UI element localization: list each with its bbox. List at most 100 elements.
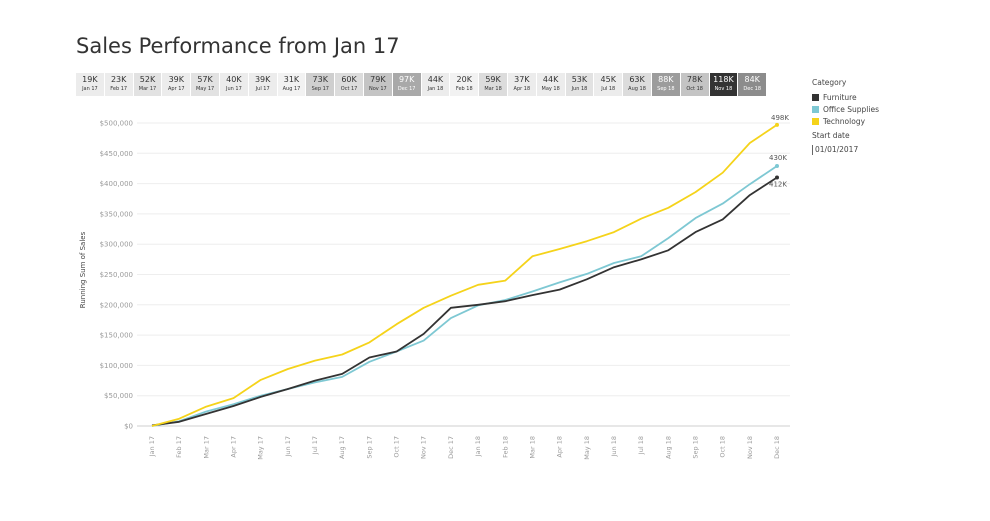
month-cell[interactable]: 97K Dec 17 [392,73,422,96]
legend-item-office-supplies[interactable]: Office Supplies [812,103,879,115]
month-cell[interactable]: 118K Nov 18 [709,73,739,96]
month-sales-value: 57K [197,75,213,84]
series-line-office-supplies [151,165,778,427]
legend-label: Furniture [823,92,857,102]
month-label: Feb 17 [110,86,128,92]
series-line-furniture [151,176,778,427]
month-label: Oct 18 [686,86,703,92]
month-sales-value: 44K [542,75,559,84]
month-cell[interactable]: 44K Jan 18 [421,73,451,96]
month-label: Aug 18 [628,86,646,92]
month-sales-value: 53K [571,75,588,84]
month-label: Sep 17 [311,86,329,92]
month-sales-value: 39K [254,75,271,84]
month-sales-value: 60K [341,75,357,84]
x-tick-label: Oct 18 [719,436,727,458]
start-date-label: Start date [812,131,850,140]
month-sales-value: 78K [686,75,703,84]
x-tick-label: May 18 [583,436,591,460]
legend-item-furniture[interactable]: Furniture [812,91,879,103]
y-tick-label: $450,000 [100,150,133,158]
month-cell[interactable]: 37K Apr 18 [507,73,537,96]
month-sales-value: 73K [312,75,328,84]
month-label: Dec 17 [397,86,416,92]
month-sales-value: 40K [226,75,242,84]
month-label: Nov 18 [714,86,733,92]
month-cell[interactable]: 20K Feb 18 [450,73,480,96]
x-tick-label: Jun 18 [610,436,618,458]
month-label: Jul 17 [255,86,270,92]
month-label: Dec 18 [743,86,762,92]
month-sales-value: 59K [485,75,501,84]
legend-swatch-furniture [812,93,819,101]
month-cell[interactable]: 78K Oct 18 [680,73,710,96]
month-sales-value: 39K [168,75,184,84]
month-cell[interactable]: 60K Oct 17 [335,73,364,96]
series-end-point [775,122,779,127]
legend-label: Office Supplies [823,104,880,114]
month-cell[interactable]: 52K Mar 17 [133,73,163,96]
month-label: May 17 [195,86,215,92]
month-label: Aug 17 [282,86,301,92]
month-label: May 18 [541,86,560,92]
month-label: Oct 17 [340,86,358,92]
y-tick-label: $0 [124,423,133,431]
month-cell[interactable]: 63K Aug 18 [623,73,652,96]
month-sales-value: 37K [514,75,530,84]
month-cell[interactable]: 53K Jun 18 [565,73,595,96]
x-tick-label: Aug 18 [664,436,672,459]
month-cell[interactable]: 40K Jun 17 [219,73,249,96]
y-tick-label: $250,000 [100,271,133,279]
series-end-point [775,164,779,169]
month-label: Mar 17 [138,86,157,92]
month-cell[interactable]: 19K Jan 17 [76,73,105,96]
month-sales-value: 31K [283,75,300,84]
month-sales-value: 84K [744,75,760,84]
x-tick-label: Jul 17 [311,436,319,455]
month-cell[interactable]: 73K Sep 17 [306,73,336,96]
month-sales-value: 79K [370,75,386,84]
x-tick-label: Feb 18 [501,436,509,458]
month-label: Jun 18 [571,86,588,92]
legend-swatch-office-supplies [812,105,819,113]
x-tick-label: Jul 18 [637,436,645,455]
month-cell[interactable]: 84K Dec 18 [738,73,768,96]
series-line-technology [151,124,778,427]
series-end-label: 498K [771,114,789,122]
month-cell[interactable]: 57K May 17 [191,73,220,96]
month-cell[interactable]: 39K Apr 17 [162,73,192,96]
chart-title: Sales Performance from Jan 17 [76,34,400,58]
month-cell[interactable]: 23K Feb 17 [104,73,134,96]
x-tick-label: Oct 17 [393,436,401,458]
month-cell[interactable]: 88K Sep 18 [651,73,681,96]
month-cell[interactable]: 59K Mar 18 [479,73,508,96]
series-end-label: 430K [769,154,787,162]
x-tick-label: Sep 17 [365,436,373,459]
month-label: Feb 18 [455,86,473,92]
start-date-input[interactable]: 01/01/2017 [812,145,858,155]
month-cell[interactable]: 79K Nov 17 [363,73,393,96]
month-sales-value: 63K [629,75,645,84]
month-sales-value: 20K [456,75,472,84]
y-tick-label: $50,000 [104,392,133,400]
y-tick-label: $400,000 [100,180,133,188]
month-label: Mar 18 [484,86,502,92]
x-tick-label: Sep 18 [691,436,699,459]
legend-label: Technology [823,116,866,126]
y-tick-label: $150,000 [100,332,133,340]
month-label: Sep 18 [657,86,675,92]
month-label: Jan 17 [82,86,98,92]
x-tick-label: Feb 17 [175,436,183,458]
legend-item-technology[interactable]: Technology [812,115,879,127]
month-cell[interactable]: 31K Aug 17 [277,73,307,96]
month-cell[interactable]: 45K Jul 18 [594,73,624,96]
month-cell[interactable]: 44K May 18 [536,73,566,96]
x-tick-label: May 17 [257,436,265,460]
legend-swatch-technology [812,117,819,125]
x-tick-label: Nov 18 [746,436,754,459]
month-cell[interactable]: 39K Jul 17 [248,73,278,96]
x-tick-label: Jun 17 [284,436,292,458]
monthly-sales-strip: 19K Jan 17 23K Feb 17 52K Mar 17 39K Apr 17 57K M… [76,73,768,96]
month-label: Jan 18 [427,86,444,92]
